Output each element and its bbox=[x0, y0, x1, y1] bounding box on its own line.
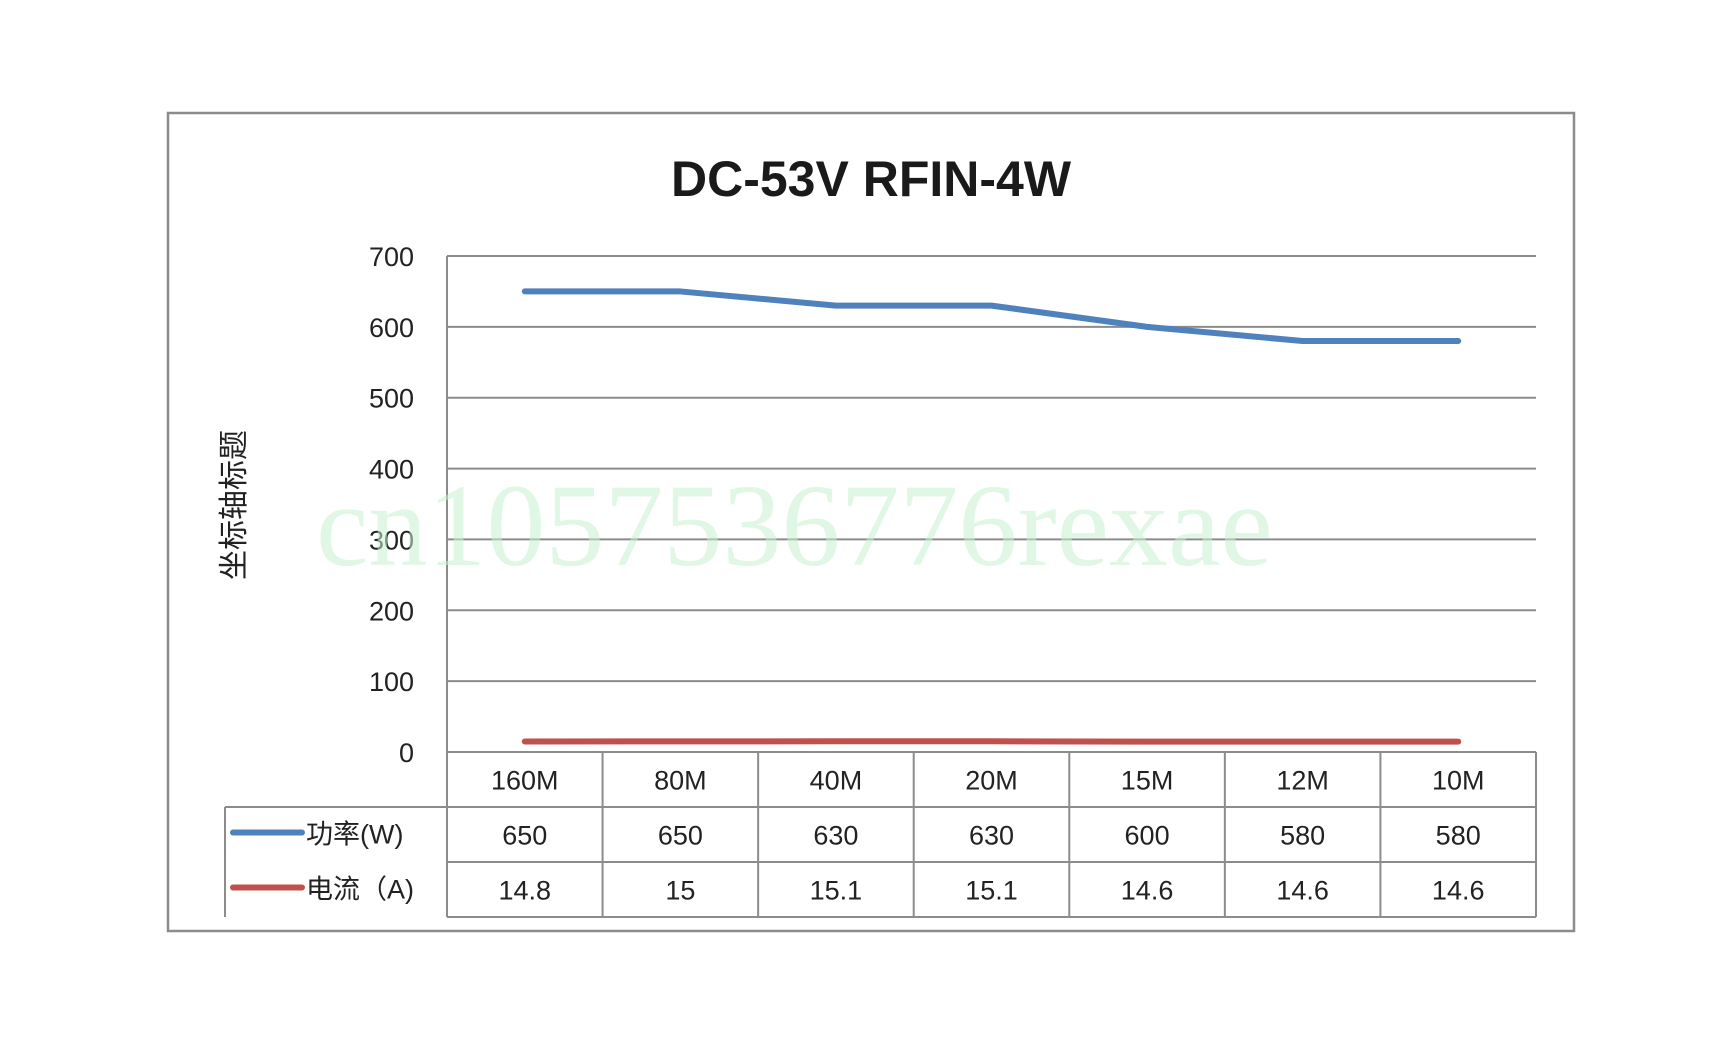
data-label: 580 bbox=[1280, 821, 1325, 851]
data-label: 630 bbox=[813, 821, 858, 851]
data-label: 650 bbox=[658, 821, 703, 851]
data-label: 15.1 bbox=[965, 876, 1018, 906]
data-label: 14.6 bbox=[1432, 876, 1485, 906]
legend-label: 功率(W) bbox=[306, 820, 403, 850]
data-label: 14.6 bbox=[1276, 876, 1329, 906]
gridlines bbox=[446, 255, 1536, 753]
y-tick-label: 200 bbox=[369, 596, 414, 626]
data-label: 15.1 bbox=[810, 876, 863, 906]
y-axis-label: 坐标轴标题 bbox=[217, 430, 252, 580]
data-label: 14.8 bbox=[499, 876, 552, 906]
y-tick-label: 500 bbox=[369, 384, 414, 414]
y-tick-label: 0 bbox=[399, 738, 414, 768]
y-tick-labels: 0 100 200 300 400 500 600 700 bbox=[369, 242, 414, 768]
chart-title: DC-53V RFIN-4W bbox=[671, 151, 1072, 207]
data-label: 630 bbox=[969, 821, 1014, 851]
x-tick-label: 160M bbox=[491, 766, 559, 796]
y-tick-label: 700 bbox=[369, 242, 414, 272]
x-tick-label: 80M bbox=[654, 766, 707, 796]
y-tick-label: 100 bbox=[369, 667, 414, 697]
data-label: 600 bbox=[1125, 821, 1170, 851]
x-tick-label: 10M bbox=[1432, 766, 1485, 796]
x-tick-label: 20M bbox=[965, 766, 1018, 796]
x-tick-label: 40M bbox=[810, 766, 863, 796]
data-label: 14.6 bbox=[1121, 876, 1174, 906]
data-label: 15 bbox=[665, 876, 695, 906]
y-tick-label: 400 bbox=[369, 455, 414, 485]
series-lines bbox=[521, 288, 1462, 745]
legend-label: 电流（A) bbox=[306, 875, 414, 905]
y-tick-label: 300 bbox=[369, 525, 414, 555]
watermark: cn1057536776rexae bbox=[316, 460, 1273, 591]
data-label: 580 bbox=[1436, 821, 1481, 851]
chart-frame bbox=[166, 111, 1576, 933]
x-tick-label: 12M bbox=[1276, 766, 1329, 796]
y-tick-label: 600 bbox=[369, 313, 414, 343]
x-tick-label: 15M bbox=[1121, 766, 1174, 796]
data-label: 650 bbox=[502, 821, 547, 851]
data-table: 160M 80M 40M 20M 15M 12M 10M 功率(W) 650 650 630 630 6… bbox=[224, 752, 1537, 918]
series-line bbox=[521, 288, 1462, 345]
